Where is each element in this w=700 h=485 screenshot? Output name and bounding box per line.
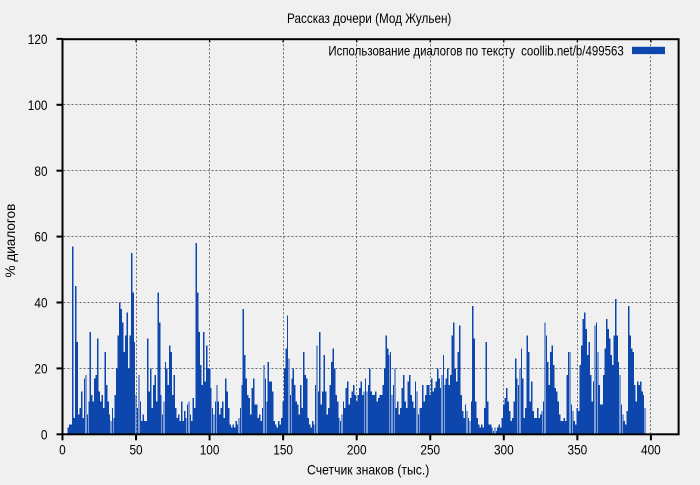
svg-text:Использование диалогов по текс: Использование диалогов по тексту coollib…: [328, 43, 623, 59]
svg-text:0: 0: [59, 442, 66, 458]
svg-text:% диалогов: % диалогов: [2, 204, 18, 278]
svg-text:50: 50: [129, 442, 142, 458]
svg-text:0: 0: [41, 426, 48, 442]
svg-text:250: 250: [420, 442, 440, 458]
svg-text:80: 80: [34, 163, 47, 179]
svg-text:400: 400: [641, 442, 661, 458]
svg-text:20: 20: [34, 361, 47, 377]
svg-text:100: 100: [28, 97, 48, 113]
svg-text:Рассказ дочери (Мод Жульен): Рассказ дочери (Мод Жульен): [287, 10, 451, 26]
svg-text:150: 150: [273, 442, 293, 458]
svg-text:60: 60: [34, 229, 47, 245]
svg-text:120: 120: [28, 31, 48, 47]
svg-text:350: 350: [568, 442, 588, 458]
svg-text:300: 300: [494, 442, 514, 458]
svg-text:40: 40: [34, 295, 47, 311]
svg-text:Счетчик знаков (тыс.): Счетчик знаков (тыс.): [307, 462, 429, 478]
svg-text:200: 200: [347, 442, 367, 458]
svg-text:100: 100: [200, 442, 220, 458]
